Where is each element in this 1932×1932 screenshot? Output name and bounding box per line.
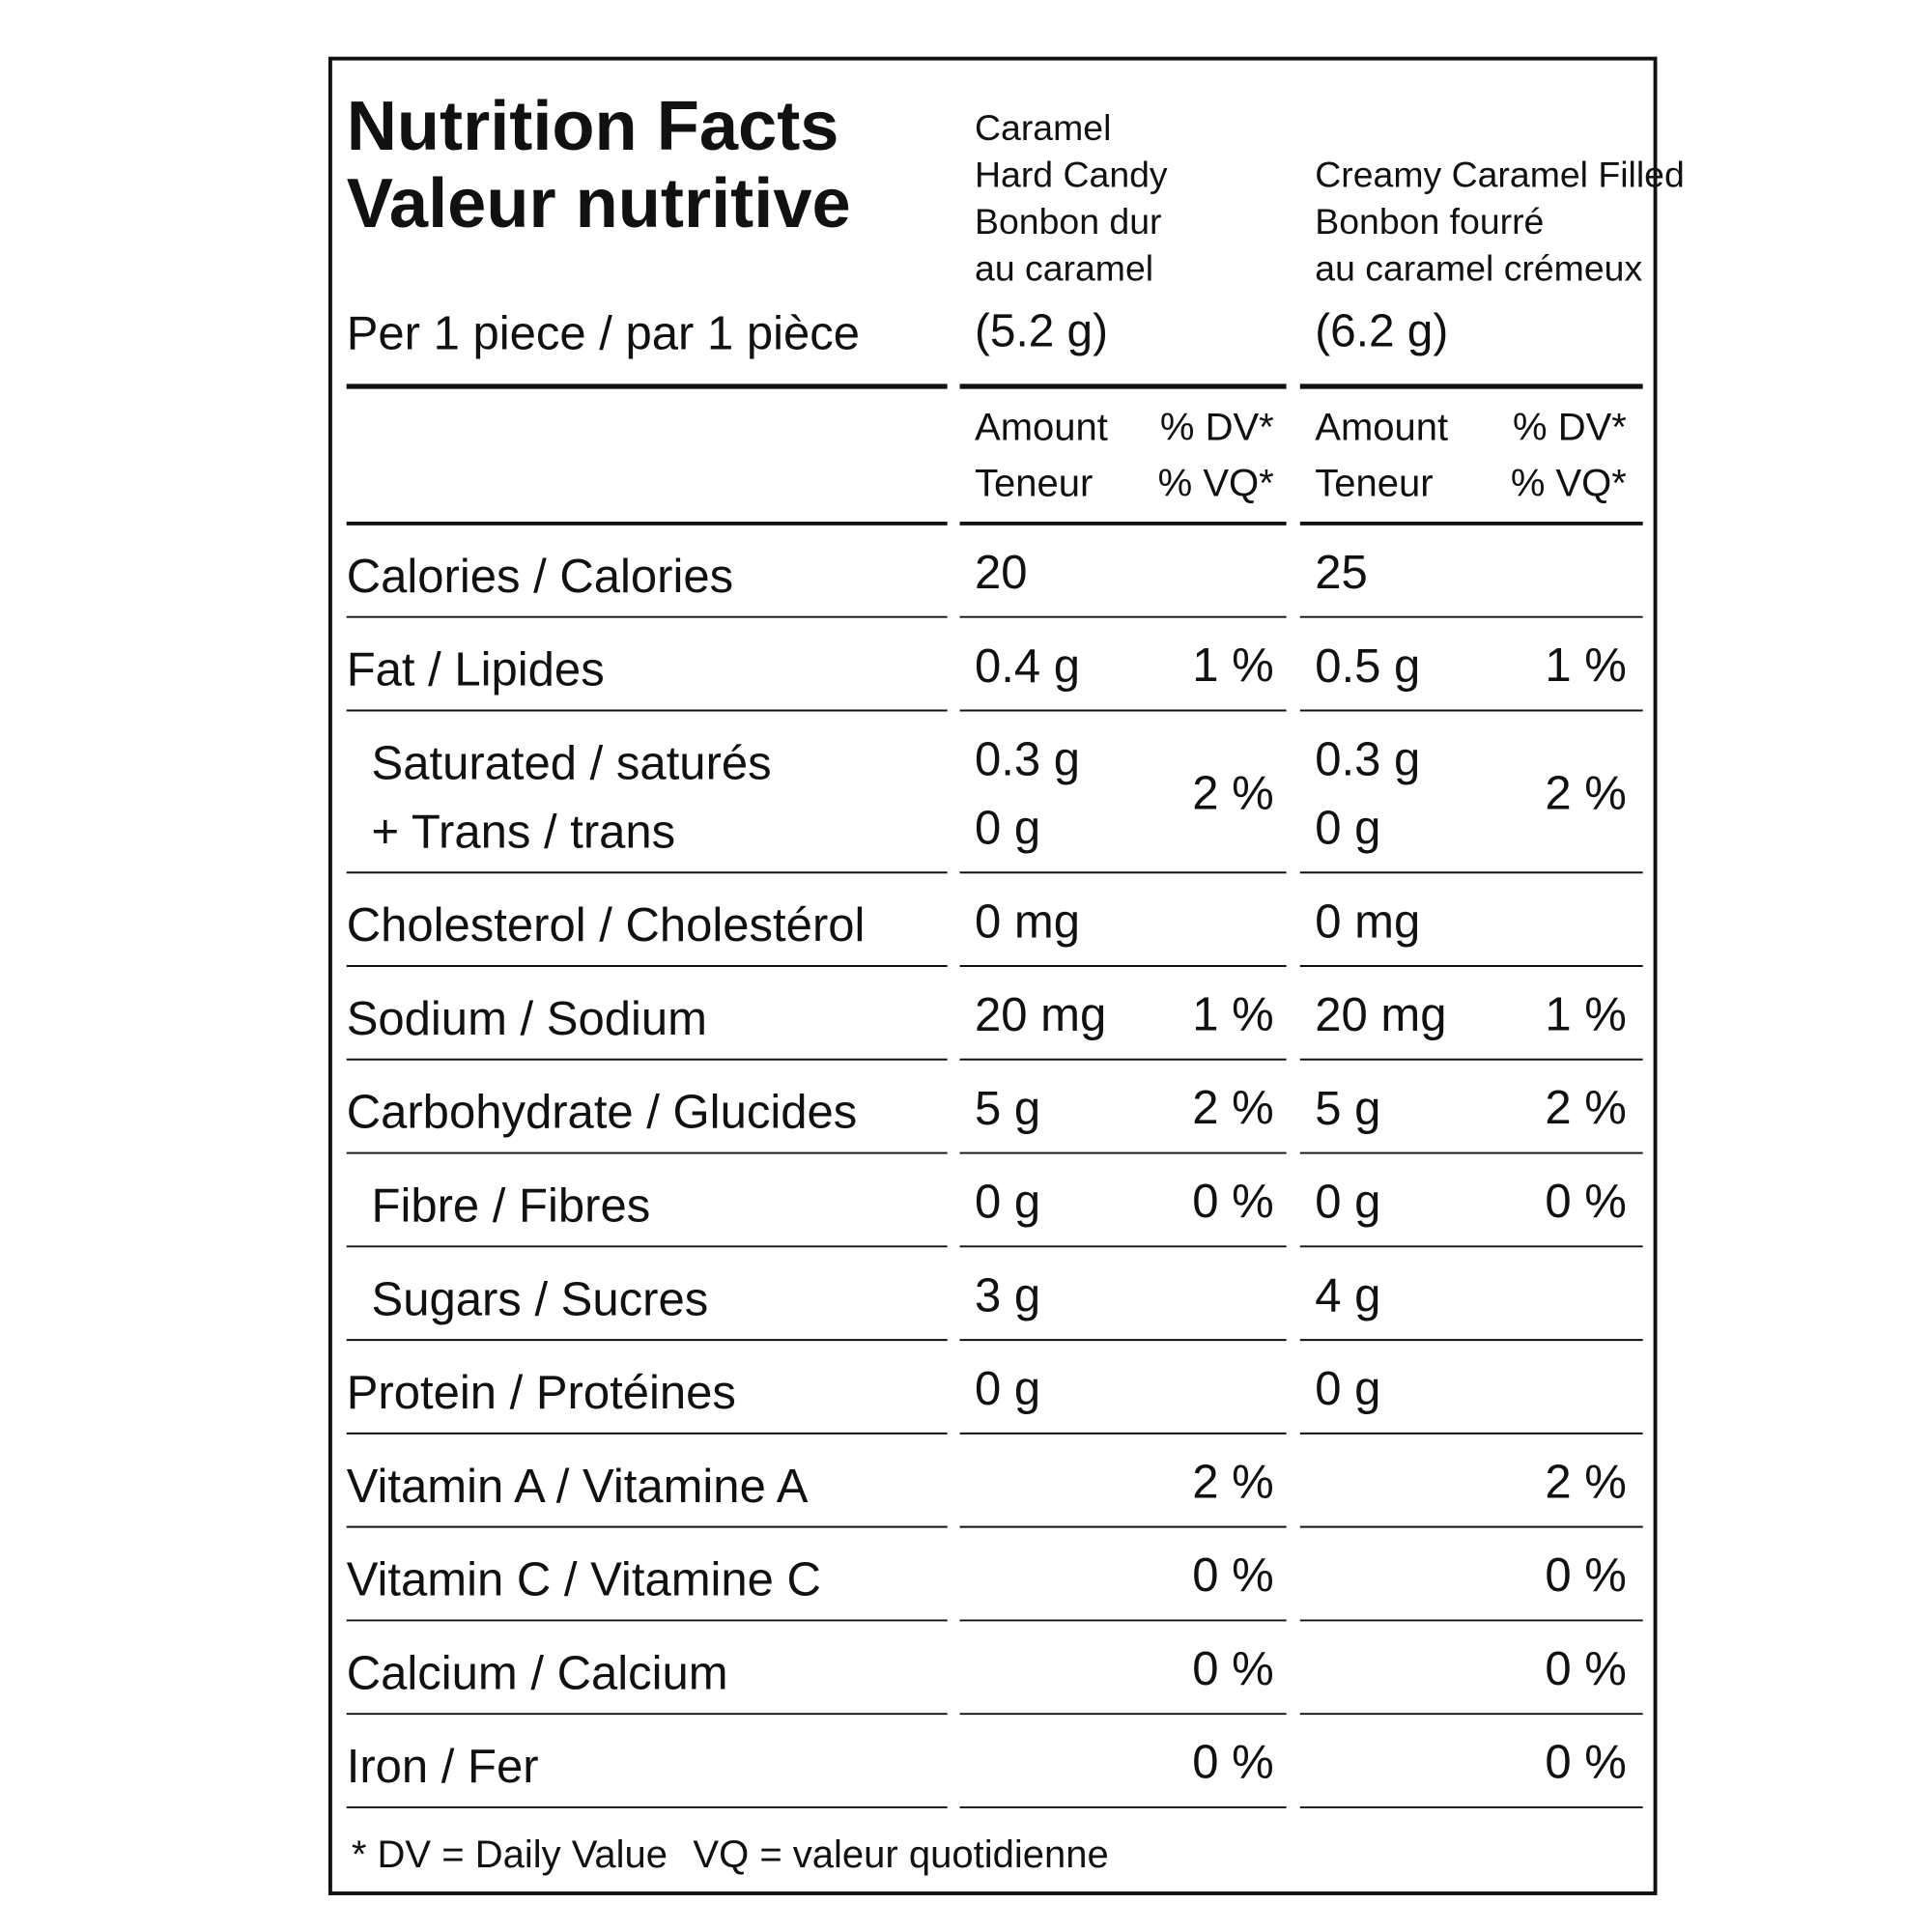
nutrient-label: Protein / Protéines	[347, 1367, 736, 1419]
serving-size: (5.2 g)	[975, 306, 1108, 357]
daily-value: 1 %	[1192, 639, 1273, 692]
title-en: Nutrition Facts	[347, 88, 839, 165]
product-name: Creamy Caramel Filled	[1315, 155, 1684, 195]
amount: 5 g	[1315, 1083, 1380, 1135]
product-name: au caramel crémeux	[1315, 247, 1642, 288]
daily-value: 1 %	[1545, 988, 1626, 1040]
amount: 3 g	[975, 1269, 1040, 1321]
product-name: au caramel	[975, 247, 1153, 288]
nutrient-label: Vitamin A / Vitamine A	[347, 1461, 809, 1513]
amount: 0 g	[975, 1177, 1040, 1229]
column-header: % VQ*	[1511, 463, 1627, 505]
daily-value: 2 %	[1192, 1456, 1273, 1508]
daily-value: 0 %	[1192, 1549, 1273, 1602]
column-header: % VQ*	[1158, 463, 1274, 505]
column-header: Teneur	[1315, 463, 1433, 505]
daily-value: 0 %	[1192, 1176, 1273, 1228]
nutrient-label: Carbohydrate / Glucides	[347, 1087, 858, 1139]
amount: 20 mg	[975, 989, 1106, 1041]
amount: 20	[975, 547, 1028, 599]
daily-value: 2 %	[1545, 1456, 1626, 1508]
serving: Per 1 piece / par 1 pièce	[347, 307, 860, 359]
nutrient-label: Vitamin C / Vitamine C	[347, 1554, 821, 1606]
amount: 0.3 g	[975, 734, 1080, 786]
nutrient-label: Calcium / Calcium	[347, 1647, 728, 1699]
amount: 25	[1315, 547, 1368, 599]
product-name: Bonbon dur	[975, 201, 1161, 242]
daily-value: 1 %	[1545, 639, 1626, 692]
daily-value: 0 %	[1545, 1176, 1626, 1228]
nutrient-label: Saturated / saturés	[372, 737, 772, 789]
amount: 5 g	[975, 1083, 1040, 1135]
column-header: Amount	[975, 406, 1108, 448]
nutrient-label: Calories / Calories	[347, 551, 733, 603]
column-header: Amount	[1315, 406, 1448, 448]
title-fr: Valeur nutritive	[347, 165, 851, 242]
amount: 20 mg	[1315, 989, 1446, 1041]
nutrient-label: Cholesterol / Cholestérol	[347, 899, 866, 952]
nutrient-label: Sodium / Sodium	[347, 993, 707, 1045]
daily-value: 2 %	[1192, 1082, 1273, 1134]
label-border	[328, 56, 1658, 1895]
daily-value: 0 %	[1192, 1737, 1273, 1789]
daily-value: 2 %	[1192, 767, 1273, 819]
daily-value: 1 %	[1192, 988, 1273, 1040]
daily-value: 0 %	[1545, 1737, 1626, 1789]
product-name: Bonbon fourré	[1315, 201, 1544, 242]
amount: 0 g	[1315, 1177, 1380, 1229]
amount: 0 g	[975, 803, 1040, 855]
product-name: Caramel	[975, 107, 1111, 148]
daily-value: 2 %	[1545, 767, 1626, 819]
column-header: Teneur	[975, 463, 1093, 505]
daily-value: 0 %	[1545, 1643, 1626, 1695]
amount: 0 mg	[1315, 895, 1420, 948]
column-header: % DV*	[1513, 406, 1627, 448]
amount: 0 g	[1315, 1363, 1380, 1415]
daily-value: 0 %	[1545, 1549, 1626, 1602]
product-name: Hard Candy	[975, 155, 1168, 195]
column-header: % DV*	[1160, 406, 1274, 448]
daily-value: 0 %	[1192, 1643, 1273, 1695]
amount: 0.4 g	[975, 640, 1080, 693]
amount: 0.5 g	[1315, 640, 1420, 693]
daily-value: 2 %	[1545, 1082, 1626, 1134]
nutrient-label: Iron / Fer	[347, 1741, 539, 1793]
nutrient-label: Fat / Lipides	[347, 644, 605, 696]
nutrient-label: Fibre / Fibres	[372, 1180, 651, 1233]
amount: 0 g	[1315, 803, 1380, 855]
amount: 4 g	[1315, 1269, 1380, 1321]
nutrient-label: + Trans / trans	[372, 806, 676, 858]
amount: 0 mg	[975, 895, 1080, 948]
amount: 0 g	[975, 1363, 1040, 1415]
nutrient-label: Sugars / Sucres	[372, 1273, 709, 1325]
footnote: * DV = Daily Value	[352, 1833, 668, 1876]
serving-size: (6.2 g)	[1315, 306, 1448, 357]
footnote: VQ = valeur quotidienne	[693, 1833, 1108, 1876]
amount: 0.3 g	[1315, 734, 1420, 786]
